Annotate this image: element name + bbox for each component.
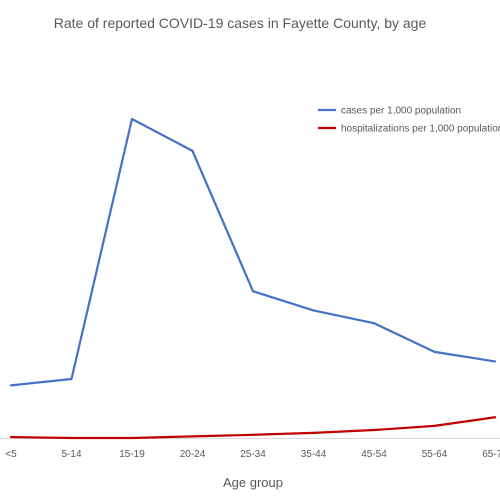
data-point: [70, 377, 73, 381]
data-point: [372, 322, 376, 325]
data-point: [251, 290, 255, 293]
legend-label: cases per 1,000 population: [341, 106, 461, 117]
series-0: [9, 117, 497, 387]
data-point: [191, 149, 194, 152]
data-point: [312, 309, 315, 312]
legend-label: hospitalizations per 1,000 population: [341, 124, 500, 135]
data-point: [9, 435, 13, 439]
series-layer: [9, 117, 497, 440]
data-point: [312, 431, 315, 434]
data-point: [70, 436, 73, 440]
x-tick-label: 5-14: [61, 449, 81, 460]
x-tick-label: 65-74: [482, 449, 500, 460]
x-tick-label: 25-34: [240, 449, 266, 460]
x-tick-labels: <5 5-14 15-19 20-24 25-34 35-44 45-54 55-64 65-7…: [5, 449, 500, 460]
data-point: [251, 433, 255, 436]
x-axis-title: Age group: [223, 475, 283, 490]
data-point: [9, 384, 13, 387]
data-point: [191, 435, 194, 438]
data-point: [372, 428, 376, 432]
x-tick-label: 45-54: [361, 449, 387, 460]
data-point: [493, 416, 497, 419]
x-tick-label: 35-44: [301, 449, 327, 460]
data-point: [130, 117, 134, 121]
x-tick-label: 55-64: [422, 449, 448, 460]
x-tick-label: 15-19: [119, 449, 145, 460]
legend: cases per 1,000 population hospitalizatio…: [318, 106, 500, 135]
chart-title: Rate of reported COVID-19 cases in Fayet…: [54, 15, 427, 31]
data-point: [493, 360, 497, 363]
x-tick-label: <5: [5, 449, 17, 460]
data-point: [433, 350, 436, 353]
series-1: [9, 416, 497, 440]
data-point: [433, 424, 436, 427]
series-line: [10, 117, 496, 387]
data-point: [130, 436, 134, 440]
x-tick-label: 20-24: [180, 449, 206, 460]
